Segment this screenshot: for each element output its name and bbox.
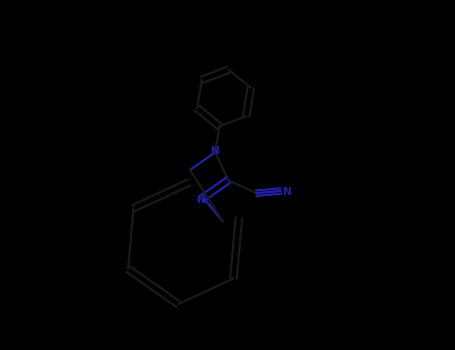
Text: N: N <box>197 195 206 205</box>
Text: N: N <box>211 146 220 156</box>
Text: N: N <box>283 187 291 197</box>
